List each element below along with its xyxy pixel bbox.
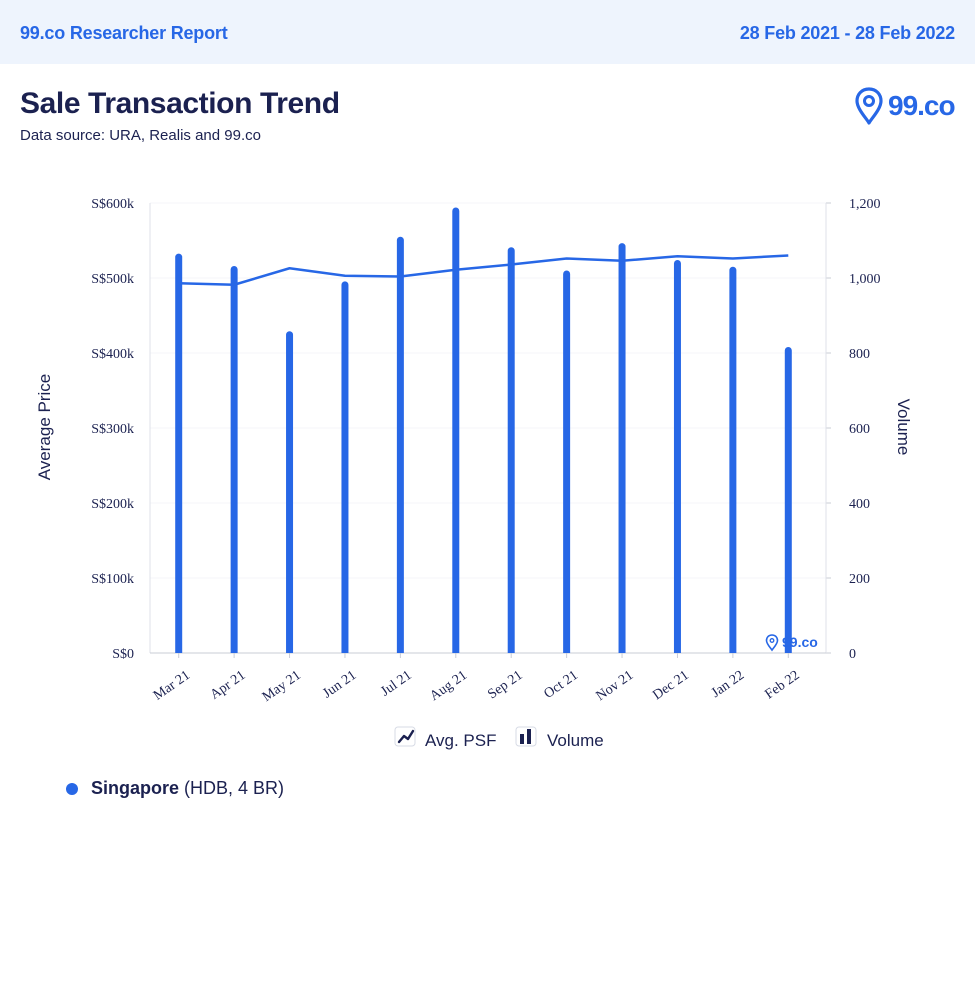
volume-bar[interactable] xyxy=(341,281,349,653)
bar-chart-icon xyxy=(520,734,524,744)
x-tick-label: Mar 21 xyxy=(151,668,193,704)
x-tick-label: Oct 21 xyxy=(541,668,581,702)
series-legend: Singapore (HDB, 4 BR) xyxy=(66,778,284,799)
y-right-tick-label: 400 xyxy=(849,497,870,512)
brand-logo: 99.co xyxy=(854,86,959,126)
legend-label-volume: Volume xyxy=(547,731,604,750)
volume-bar[interactable] xyxy=(729,266,737,653)
watermark-text: 99.co xyxy=(782,634,818,650)
date-range: 28 Feb 2021 - 28 Feb 2022 xyxy=(739,23,955,43)
volume-bar[interactable] xyxy=(230,266,238,653)
y-right-tick-label: 600 xyxy=(849,422,870,437)
volume-bar[interactable] xyxy=(286,331,294,653)
line-chart-icon xyxy=(397,729,415,744)
page-title: Sale Transaction Trend xyxy=(20,87,340,120)
chart-watermark: 99.co xyxy=(765,634,818,652)
series-detail: (HDB, 4 BR) xyxy=(184,778,285,798)
x-tick-label: Sep 21 xyxy=(485,668,525,702)
y-left-tick-label: S$200k xyxy=(91,497,134,512)
volume-bar[interactable] xyxy=(507,247,515,653)
y-left-tick-label: S$100k xyxy=(91,572,134,587)
volume-bar[interactable] xyxy=(673,260,681,653)
sale-transaction-chart: Mar 21 Apr 21 May 21 Jun 21 Jul 21 Aug 21 Sep … xyxy=(35,197,913,750)
legend-label-avg-psf: Avg. PSF xyxy=(425,731,497,750)
volume-bar[interactable] xyxy=(175,253,183,653)
series-name: Singapore xyxy=(91,778,180,798)
chart-legend: Avg. PSF Volume xyxy=(394,726,604,750)
x-tick-label: Feb 22 xyxy=(762,668,802,702)
legend-item-avg-psf[interactable]: Avg. PSF xyxy=(394,726,497,750)
x-tick-label: Aug 21 xyxy=(427,668,470,704)
report-header: 99.co Researcher Report 28 Feb 2021 - 28… xyxy=(0,0,975,64)
y-right-tick-label: 1,200 xyxy=(849,197,881,212)
y-axis-left-title: Average Price xyxy=(35,374,54,480)
y-axis-right-title: Volume xyxy=(894,399,913,456)
y-left-tick-label: S$300k xyxy=(91,422,134,437)
data-source: Data source: URA, Realis and 99.co xyxy=(20,127,261,144)
y-left-tick-label: S$600k xyxy=(91,197,134,212)
volume-bar[interactable] xyxy=(452,207,460,654)
x-tick-label: Apr 21 xyxy=(208,668,249,703)
x-tick-label: Nov 21 xyxy=(594,668,637,704)
legend-item-volume[interactable]: Volume xyxy=(515,726,604,750)
x-tick-label: Jun 21 xyxy=(320,668,359,701)
x-tick-label: Dec 21 xyxy=(650,668,691,703)
y-left-tick-label: S$400k xyxy=(91,347,134,362)
y-right-tick-label: 800 xyxy=(849,347,870,362)
y-right-tick-label: 1,000 xyxy=(849,272,881,287)
volume-bar[interactable] xyxy=(563,270,571,654)
y-right-tick-label: 200 xyxy=(849,572,870,587)
x-tick-label: Jan 22 xyxy=(709,668,747,701)
logo-text: 99.co xyxy=(888,90,956,121)
y-right-tick-label: 0 xyxy=(849,647,856,662)
map-pin-icon xyxy=(855,87,883,125)
x-tick-label: May 21 xyxy=(260,668,304,705)
x-tick-label: Jul 21 xyxy=(378,668,414,700)
series-color-dot xyxy=(66,782,78,795)
report-brand: 99.co Researcher Report xyxy=(20,23,228,43)
volume-bar[interactable] xyxy=(396,236,404,653)
y-left-tick-label: S$0 xyxy=(112,647,134,662)
y-left-tick-label: S$500k xyxy=(91,272,134,287)
watermark-pin-icon xyxy=(765,634,779,652)
avg-psf-line[interactable] xyxy=(178,254,789,286)
volume-bar[interactable] xyxy=(784,347,792,653)
volume-bar[interactable] xyxy=(618,243,626,653)
